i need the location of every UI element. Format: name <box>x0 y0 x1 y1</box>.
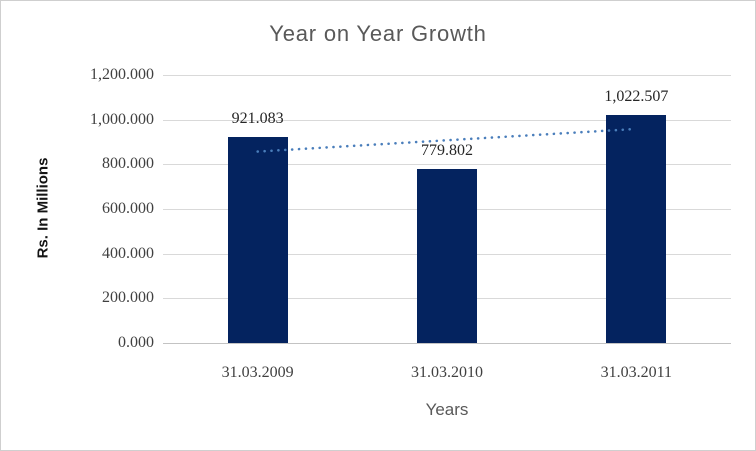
bar <box>606 114 667 343</box>
y-tick-label: 600.000 <box>102 200 154 217</box>
bar-data-label: 779.802 <box>421 141 473 159</box>
bar-data-label: 1,022.507 <box>604 87 669 105</box>
plot-area: 921.083 779.802 1,022.507 <box>163 75 731 344</box>
trendline <box>256 127 638 153</box>
x-axis-title: Years <box>425 400 469 419</box>
y-gridline <box>163 75 731 76</box>
bar <box>227 137 288 343</box>
y-tick-label: 400.000 <box>102 244 154 262</box>
y-tick-label: 200.000 <box>102 289 154 307</box>
y-gridline <box>163 164 731 166</box>
bar-data-label: 921.083 <box>231 110 284 128</box>
y-gridline <box>163 119 731 121</box>
y-gridline <box>163 343 731 344</box>
y-tick-label: 0.000 <box>118 334 154 351</box>
x-tick-label: 31.03.2011 <box>600 364 673 381</box>
x-tick-label: 31.03.2010 <box>411 364 483 381</box>
chart-title: Year on Year Growth <box>269 21 487 46</box>
x-tick-label: 31.03.2009 <box>221 364 294 381</box>
y-tick-label: 1,200.000 <box>90 66 154 83</box>
bar <box>417 168 477 343</box>
y-tick-label: 800.000 <box>102 155 154 173</box>
y-tick-label: 1,000.000 <box>90 110 154 128</box>
